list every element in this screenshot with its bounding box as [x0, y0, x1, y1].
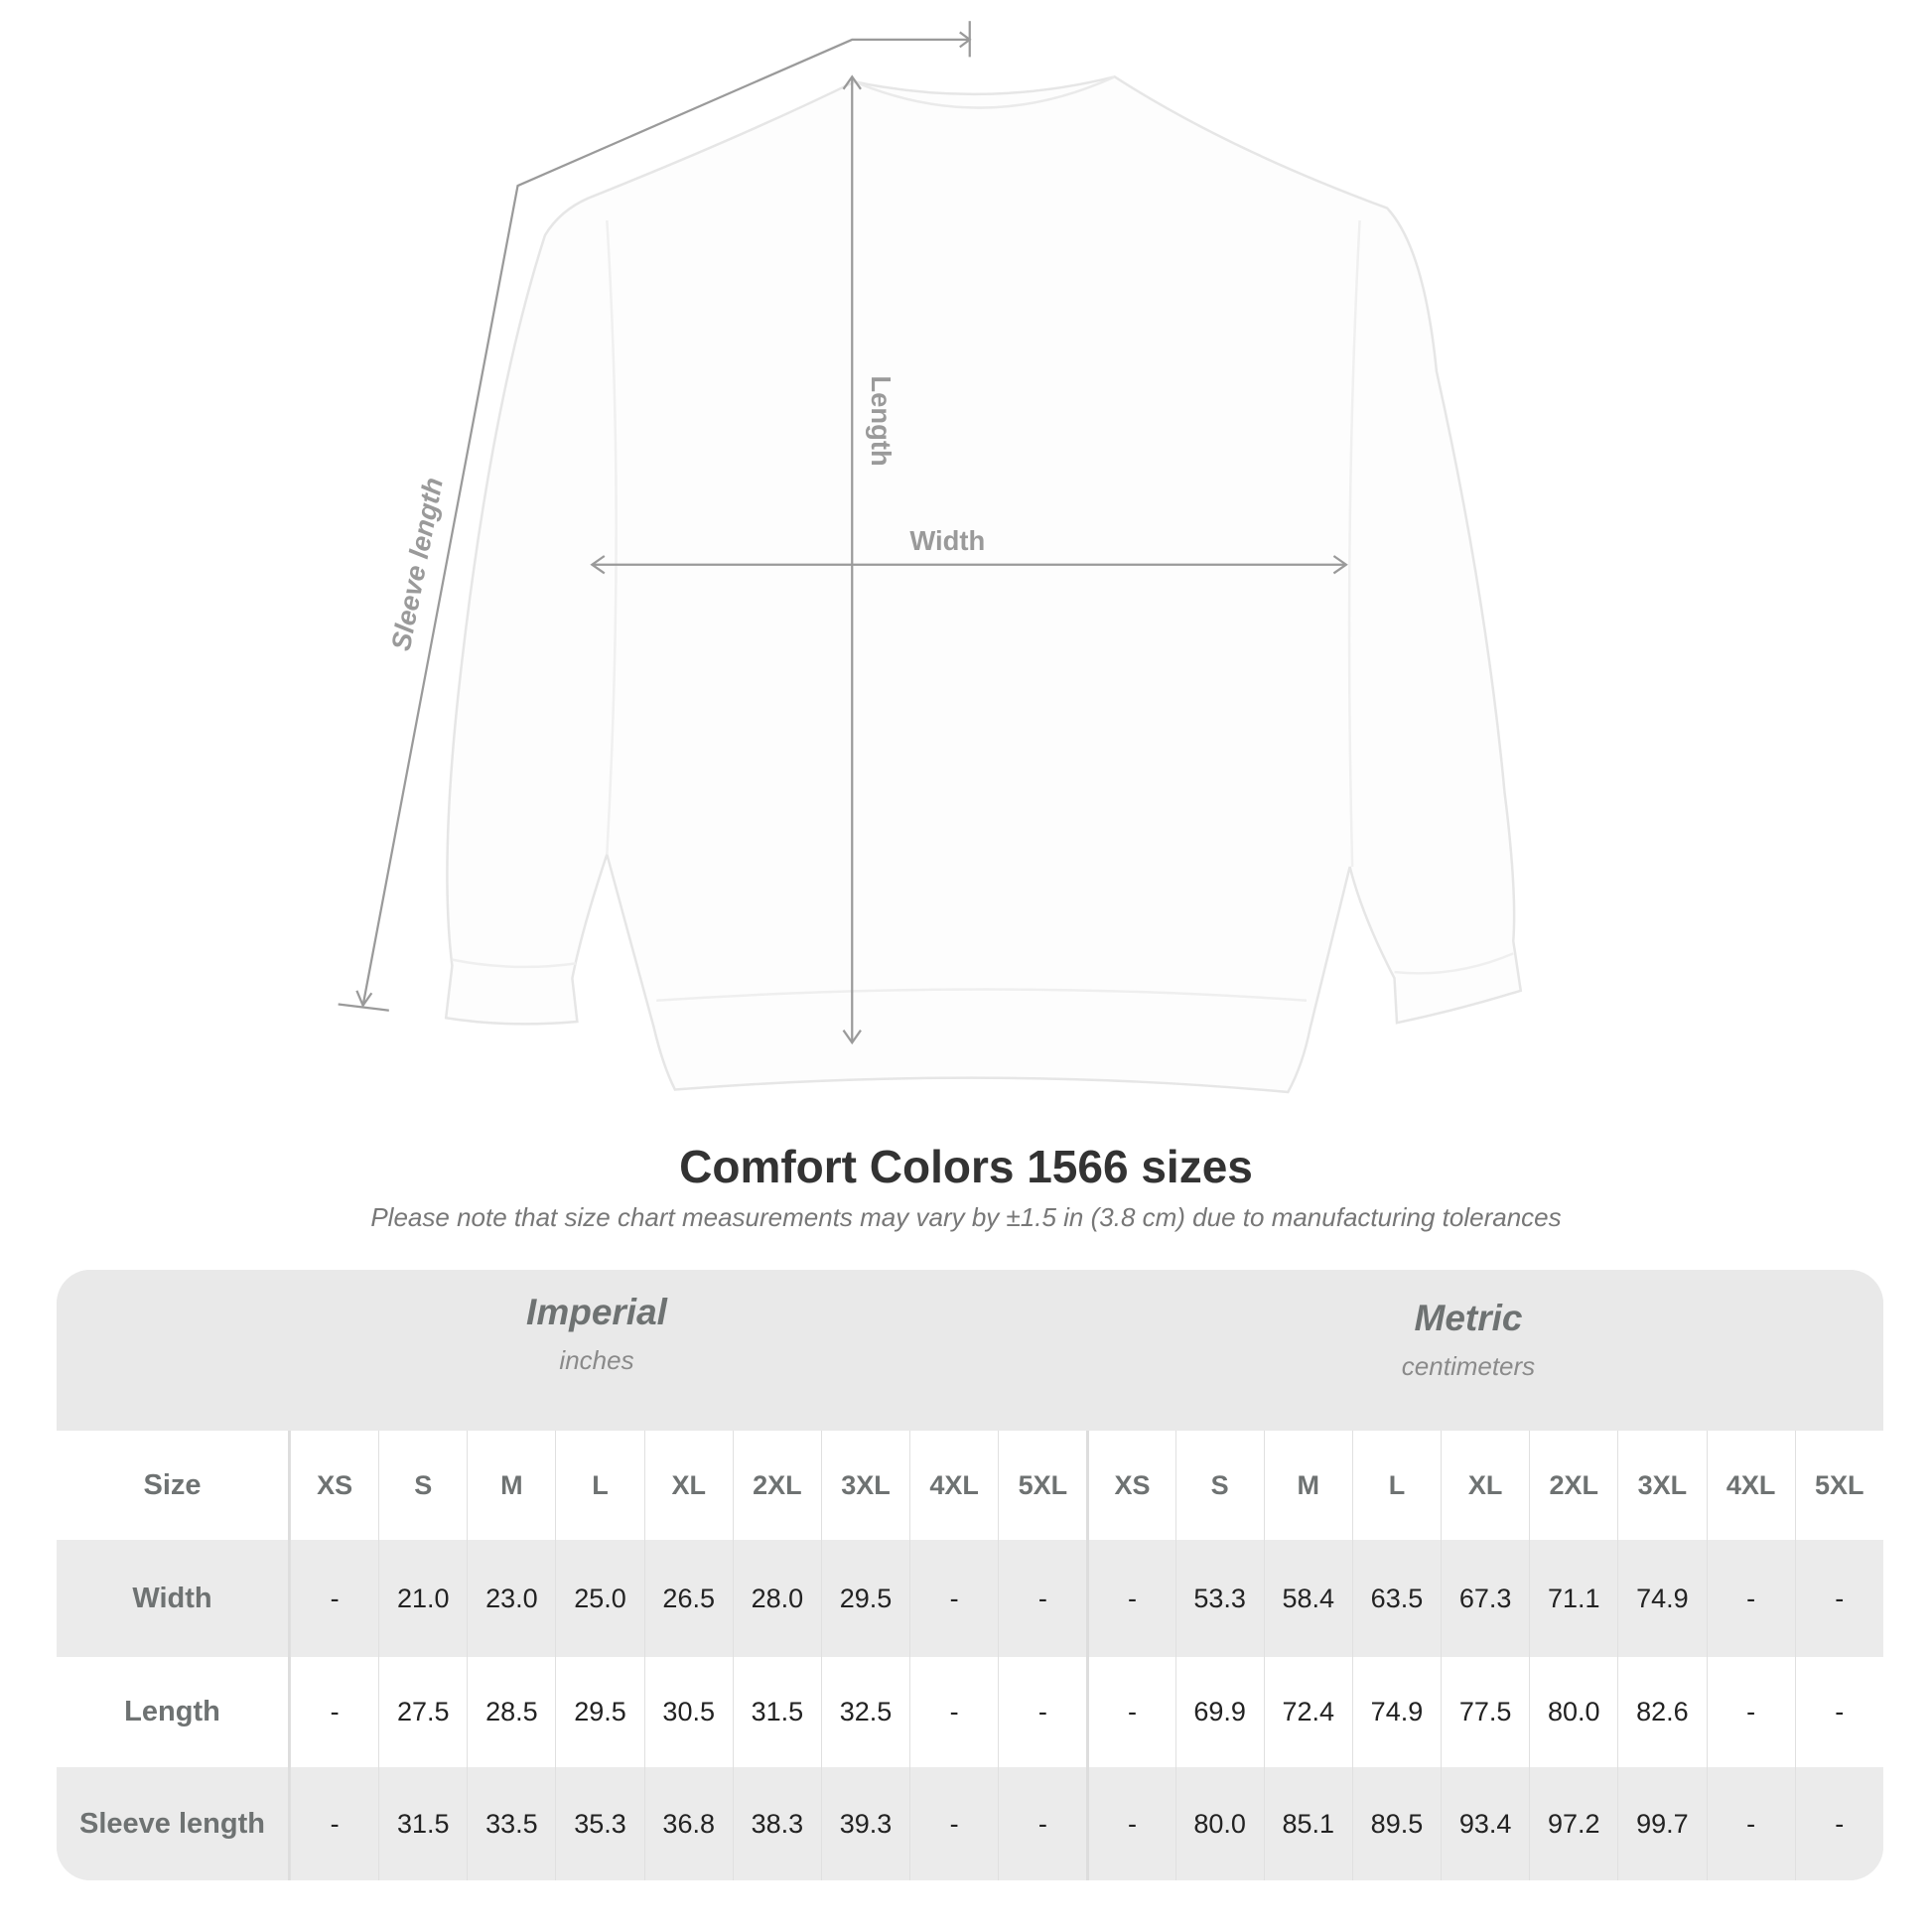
imperial-value-cell: 27.5	[378, 1657, 467, 1767]
imperial-value-cell: 30.5	[643, 1657, 733, 1767]
size-header-row: Size XS S M L XL 2XL 3XL 4XL 5XL XS S M L XL 2XL 3XL 4XL 5…	[57, 1431, 1883, 1540]
imperial-value-cell: 31.5	[378, 1767, 467, 1880]
metric-value-cell: 99.7	[1617, 1767, 1706, 1880]
size-header-cell: M	[467, 1431, 555, 1540]
size-header-cell: 5XL	[998, 1431, 1086, 1540]
imperial-unit: inches	[559, 1345, 634, 1375]
imperial-value-cell: 33.5	[467, 1767, 555, 1880]
metric-value-cell: -	[1706, 1767, 1795, 1880]
size-header-cell: 4XL	[909, 1431, 998, 1540]
metric-value-cell: 63.5	[1351, 1540, 1441, 1657]
width-label: Width	[909, 525, 985, 556]
imperial-value-cell: 39.3	[820, 1767, 909, 1880]
imperial-value-cell: 28.5	[467, 1657, 555, 1767]
imperial-value-cell: -	[909, 1767, 998, 1880]
table-row-length: Length -27.5 28.5 29.5 30.5 31.5 32.5- - -69.9 72…	[57, 1657, 1883, 1767]
metric-value-cell: 74.9	[1351, 1657, 1441, 1767]
imperial-title: Imperial	[526, 1292, 667, 1332]
imperial-value-cell: 29.5	[555, 1657, 643, 1767]
unit-header: Imperial inches Metric centimeters	[57, 1270, 1883, 1431]
size-header-cell: M	[1263, 1431, 1352, 1540]
size-header-cell: S	[1174, 1431, 1264, 1540]
metric-value-cell: 72.4	[1263, 1657, 1352, 1767]
metric-value-cell: 80.0	[1529, 1657, 1617, 1767]
metric-value-cell: 71.1	[1529, 1540, 1617, 1657]
imperial-header: Imperial inches	[348, 1292, 845, 1376]
page-title: Comfort Colors 1566 sizes	[679, 1141, 1253, 1192]
imperial-value-cell: 29.5	[820, 1540, 909, 1657]
imperial-value-cell: 25.0	[555, 1540, 643, 1657]
metric-value-cell: 58.4	[1263, 1540, 1352, 1657]
metric-value-cell: 67.3	[1441, 1540, 1529, 1657]
sweatshirt-diagram: Length Width Sleeve length	[338, 21, 1523, 1094]
size-header-cell: 4XL	[1706, 1431, 1795, 1540]
row-label: Width	[57, 1540, 290, 1657]
metric-header: Metric centimeters	[1220, 1298, 1717, 1382]
size-header-cell: 3XL	[1617, 1431, 1706, 1540]
metric-value-cell: -	[1794, 1767, 1883, 1880]
size-header-cell: 3XL	[820, 1431, 909, 1540]
metric-value-cell: 82.6	[1617, 1657, 1706, 1767]
metric-value-cell: 77.5	[1441, 1657, 1529, 1767]
imperial-value-cell: -	[290, 1767, 378, 1880]
metric-value-cell: 93.4	[1441, 1767, 1529, 1880]
imperial-value-cell: 21.0	[378, 1540, 467, 1657]
imperial-value-cell: -	[290, 1657, 378, 1767]
metric-value-cell: -	[1794, 1657, 1883, 1767]
size-table: Imperial inches Metric centimeters Size X…	[57, 1270, 1883, 1880]
metric-title: Metric	[1414, 1298, 1523, 1338]
imperial-value-cell: 32.5	[820, 1657, 909, 1767]
imperial-value-cell: 35.3	[555, 1767, 643, 1880]
imperial-value-cell: -	[909, 1657, 998, 1767]
table-row-width: Width -21.0 23.0 25.0 26.5 28.0 29.5- - -53.3 58.…	[57, 1540, 1883, 1657]
imperial-value-cell: -	[998, 1540, 1086, 1657]
imperial-value-cell: -	[998, 1657, 1086, 1767]
imperial-value-cell: 28.0	[732, 1540, 821, 1657]
size-header-cell: 5XL	[1794, 1431, 1883, 1540]
imperial-value-cell: 26.5	[643, 1540, 733, 1657]
metric-value-cell: -	[1706, 1540, 1795, 1657]
size-header-cell: 2XL	[1529, 1431, 1617, 1540]
metric-value-cell: 69.9	[1174, 1657, 1264, 1767]
size-header-cell: XS	[1086, 1431, 1174, 1540]
metric-value-cell: 80.0	[1174, 1767, 1264, 1880]
metric-value-cell: 89.5	[1351, 1767, 1441, 1880]
imperial-value-cell: 36.8	[643, 1767, 733, 1880]
imperial-value-cell: -	[909, 1540, 998, 1657]
metric-value-cell: -	[1706, 1657, 1795, 1767]
metric-value-cell: 97.2	[1529, 1767, 1617, 1880]
row-label: Length	[57, 1657, 290, 1767]
size-header-cell: S	[378, 1431, 467, 1540]
row-label: Sleeve length	[57, 1767, 290, 1880]
metric-value-cell: 53.3	[1174, 1540, 1264, 1657]
sweatshirt-illustration	[444, 74, 1523, 1094]
size-header-cell: 2XL	[732, 1431, 821, 1540]
sleeve-length-label: Sleeve length	[385, 475, 449, 652]
imperial-value-cell: -	[290, 1540, 378, 1657]
table-row-sleeve-length: Sleeve length -31.5 33.5 35.3 36.8 38.3 39.3- -…	[57, 1767, 1883, 1880]
measurement-lines	[338, 21, 1348, 1045]
metric-value-cell: -	[1086, 1657, 1174, 1767]
sleeve-length-line	[361, 38, 970, 1006]
metric-value-cell: 74.9	[1617, 1540, 1706, 1657]
size-header-cell: L	[555, 1431, 643, 1540]
metric-value-cell: -	[1794, 1540, 1883, 1657]
imperial-value-cell: 31.5	[732, 1657, 821, 1767]
size-header-cell: L	[1351, 1431, 1441, 1540]
size-header-cell: XS	[290, 1431, 378, 1540]
row-label: Size	[57, 1431, 290, 1540]
imperial-value-cell: 23.0	[467, 1540, 555, 1657]
metric-unit: centimeters	[1401, 1351, 1536, 1381]
size-header-cell: XL	[1441, 1431, 1529, 1540]
length-label: Length	[866, 375, 897, 466]
imperial-value-cell: 38.3	[732, 1767, 821, 1880]
tolerance-note: Please note that size chart measurements…	[370, 1202, 1562, 1232]
metric-value-cell: -	[1086, 1540, 1174, 1657]
size-header-cell: XL	[643, 1431, 733, 1540]
metric-value-cell: 85.1	[1263, 1767, 1352, 1880]
metric-value-cell: -	[1086, 1767, 1174, 1880]
imperial-value-cell: -	[998, 1767, 1086, 1880]
